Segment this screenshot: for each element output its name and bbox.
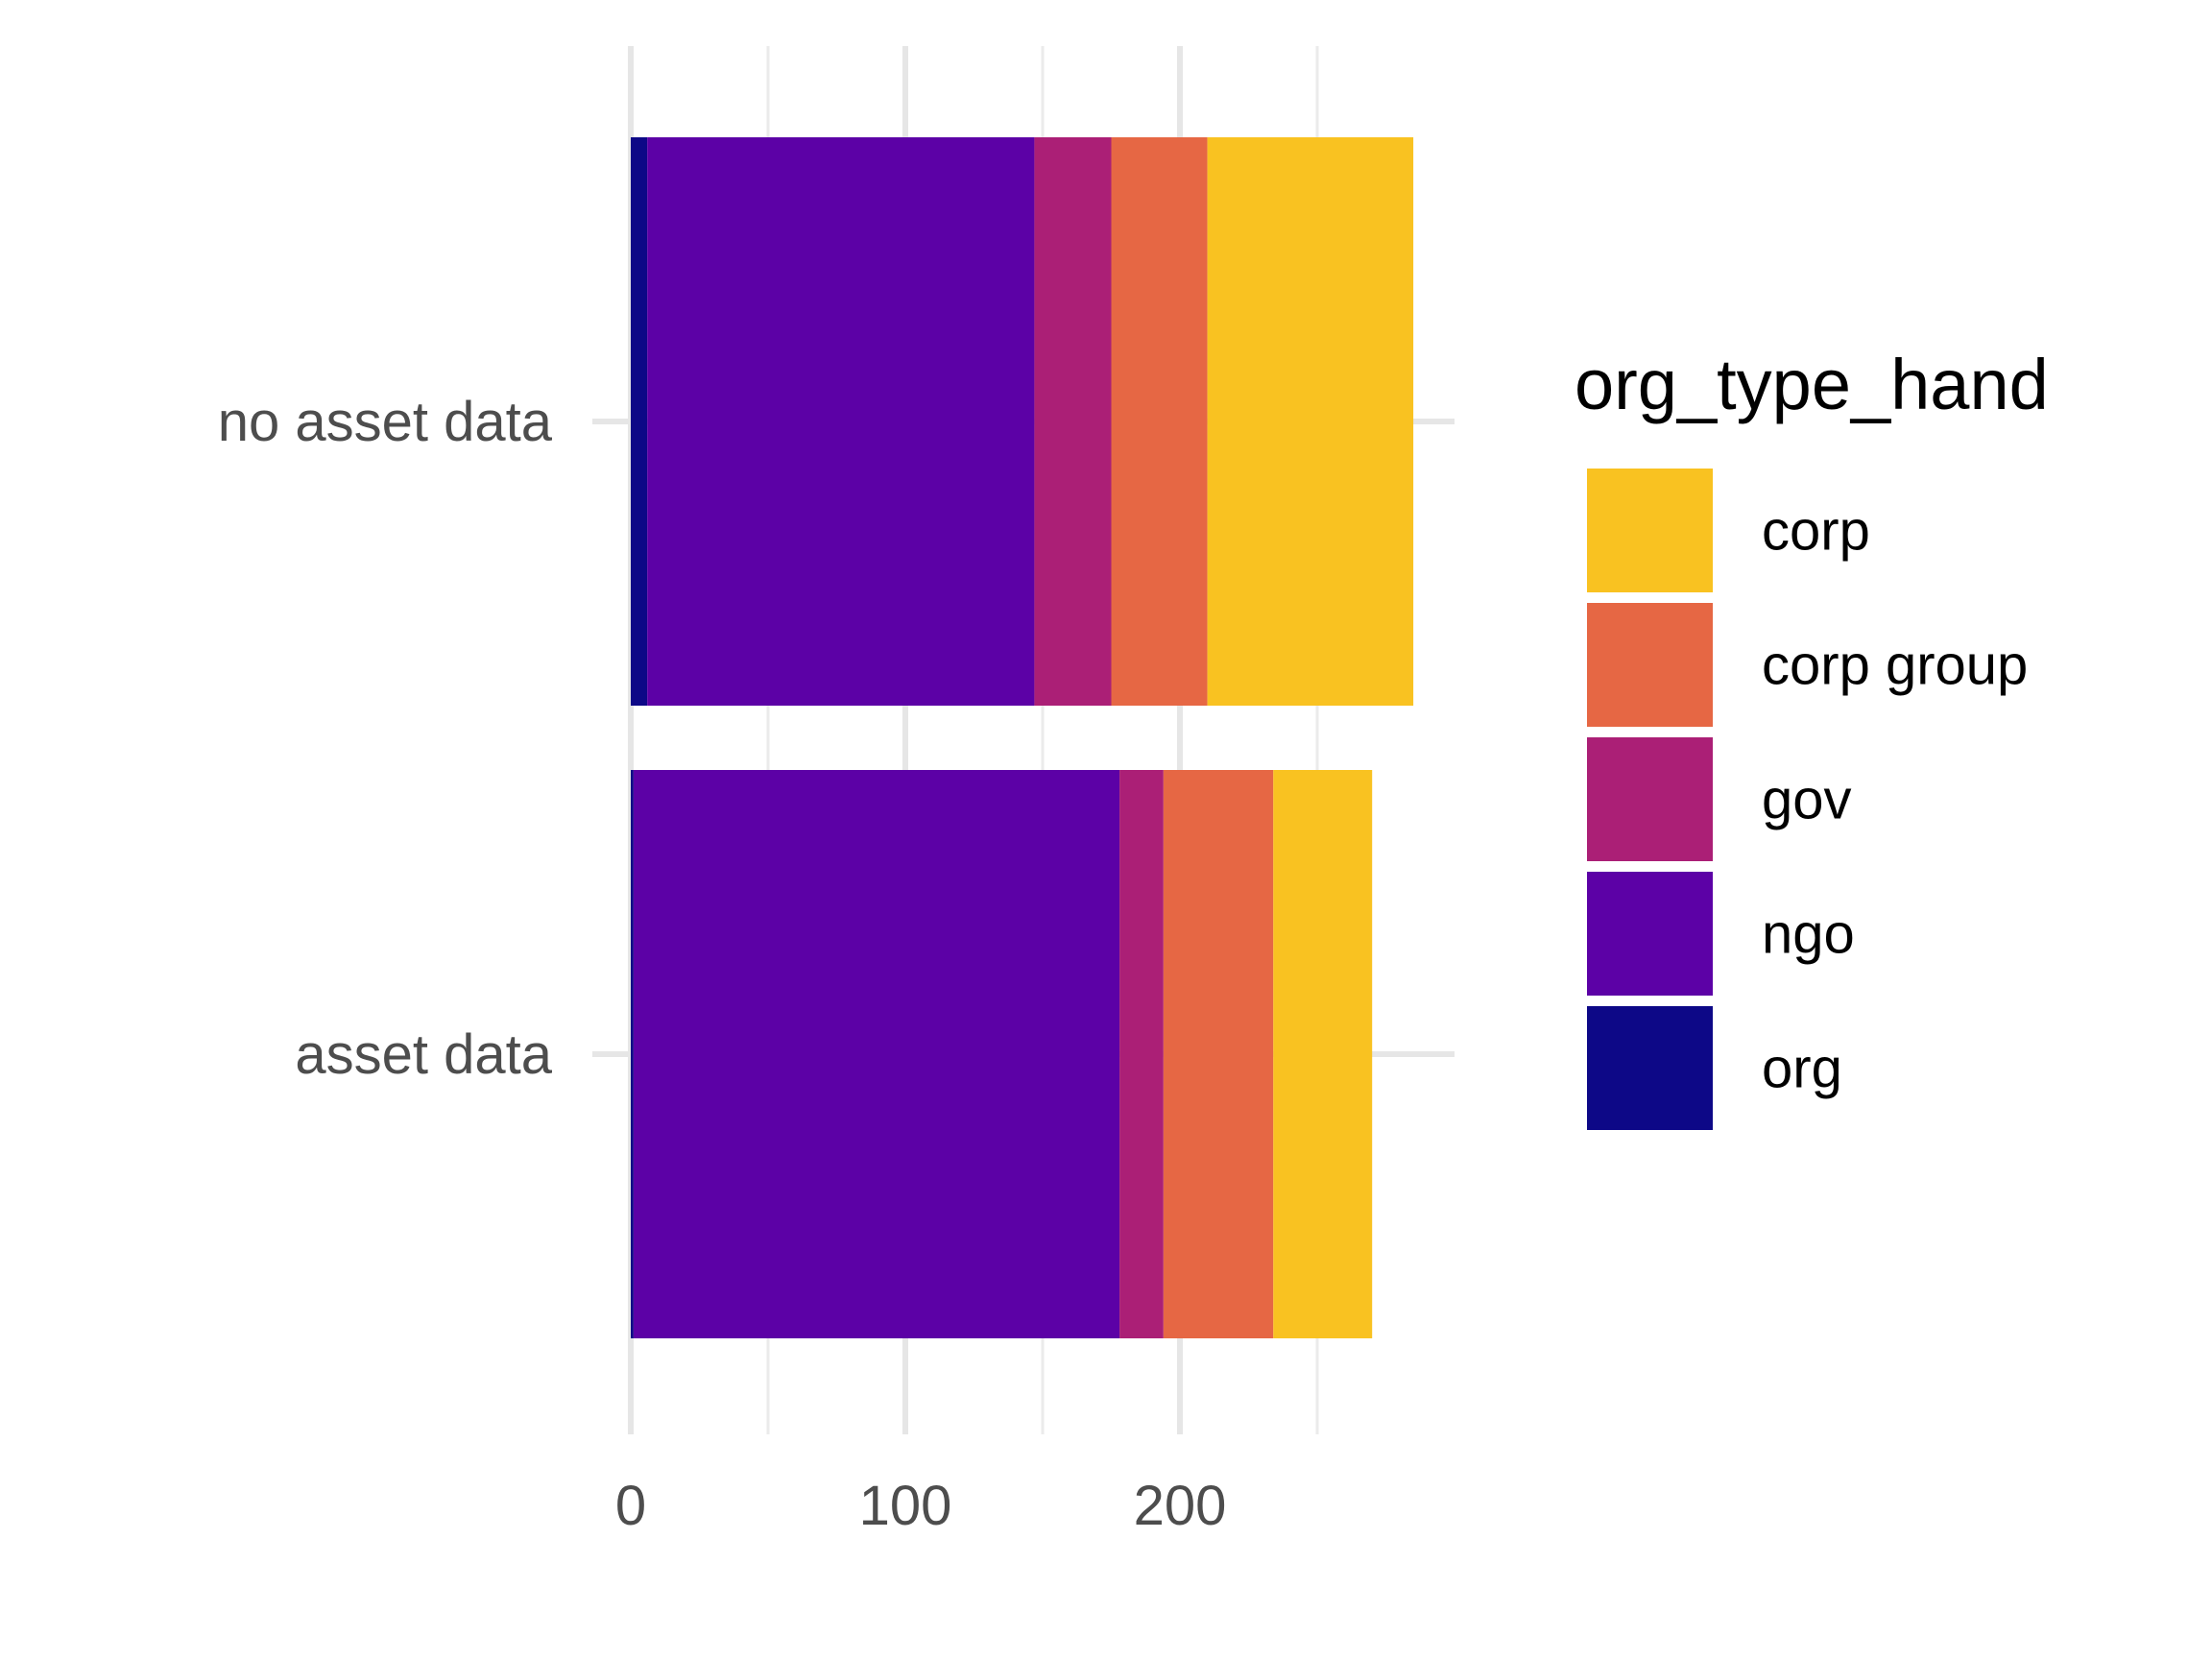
legend-label: corp group bbox=[1762, 635, 2028, 697]
bar-corp-group bbox=[1111, 137, 1208, 706]
x-tick-label: 100 bbox=[859, 1475, 952, 1537]
bar-ngo bbox=[647, 137, 1035, 706]
legend-key-corp-group bbox=[1587, 603, 1713, 727]
legend-label: gov bbox=[1762, 769, 1852, 831]
y-axis-labels: asset data no asset data bbox=[218, 391, 553, 1086]
legend-key-ngo bbox=[1587, 872, 1713, 996]
y-tick-label: asset data bbox=[295, 1023, 552, 1086]
bar-corp bbox=[1273, 770, 1373, 1338]
legend-title: org_type_hand bbox=[1575, 345, 2049, 424]
bars bbox=[631, 137, 1414, 1338]
legend-key-org bbox=[1587, 1006, 1713, 1130]
legend-label: org bbox=[1762, 1038, 1842, 1100]
x-tick-label: 0 bbox=[615, 1475, 646, 1537]
bar-corp-group bbox=[1163, 770, 1274, 1338]
x-axis-labels: 0 100 200 bbox=[615, 1475, 1227, 1537]
bar-ngo bbox=[633, 770, 1120, 1338]
legend-label: corp bbox=[1762, 500, 1870, 563]
legend-key-gov bbox=[1587, 737, 1713, 861]
bar-org bbox=[631, 770, 634, 1338]
bar-corp bbox=[1207, 137, 1414, 706]
x-tick-label: 200 bbox=[1134, 1475, 1227, 1537]
bar-gov bbox=[1119, 770, 1164, 1338]
bar-org bbox=[631, 137, 648, 706]
y-tick-label: no asset data bbox=[218, 391, 553, 453]
legend-label: ngo bbox=[1762, 903, 1855, 966]
legend: org_type_hand corp corp group gov ngo org bbox=[1575, 345, 2049, 1130]
legend-key-corp bbox=[1587, 469, 1713, 592]
bar-gov bbox=[1034, 137, 1112, 706]
